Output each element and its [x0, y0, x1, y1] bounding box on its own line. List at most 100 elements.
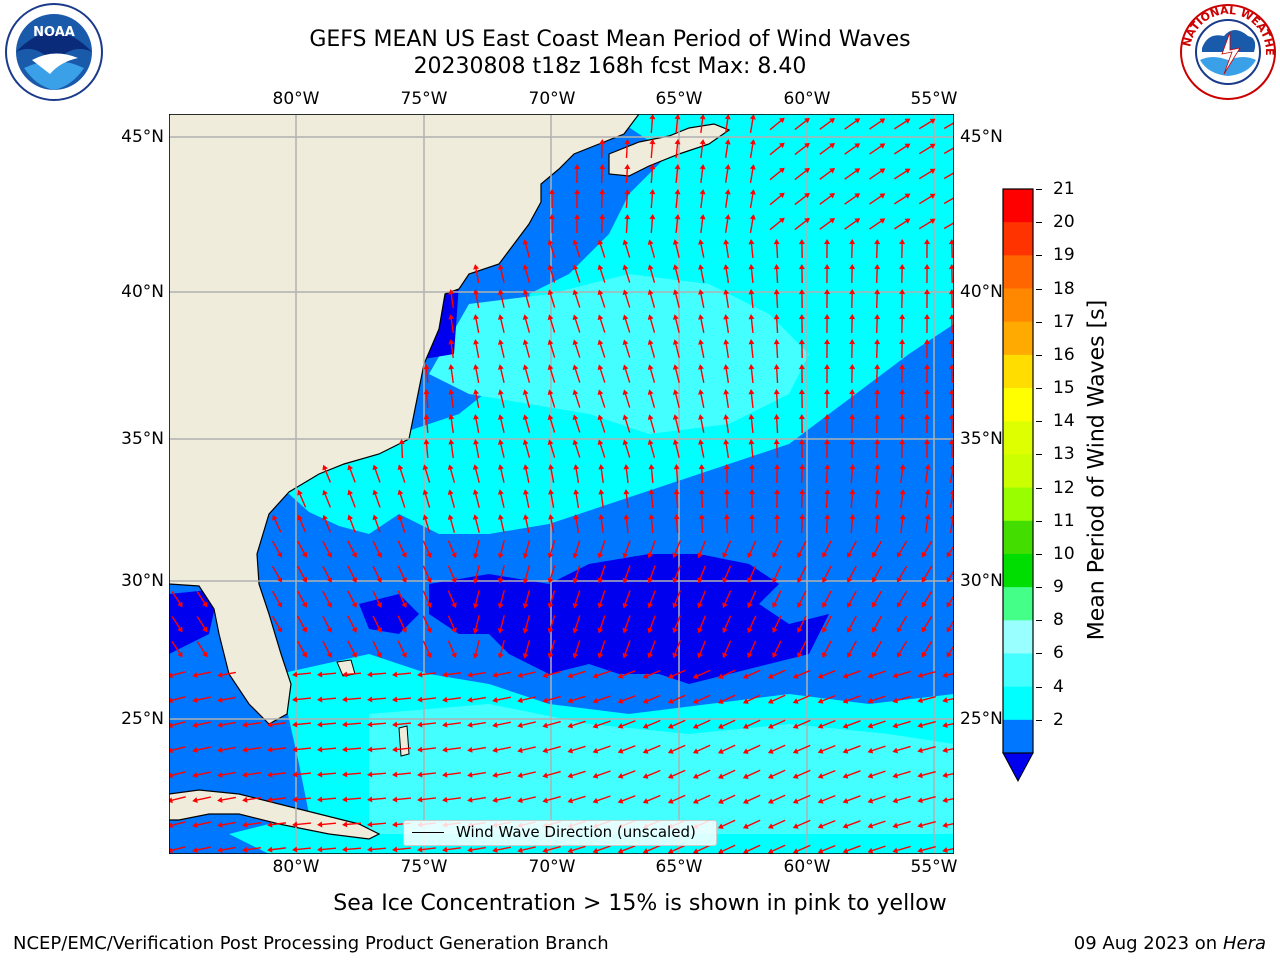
wave-direction-arrow	[217, 721, 236, 728]
wave-direction-arrow	[547, 540, 556, 559]
wave-direction-arrow	[817, 669, 836, 679]
wave-direction-arrow	[497, 489, 505, 508]
wave-direction-arrow	[773, 289, 780, 309]
wave-direction-arrow	[699, 139, 706, 159]
wave-direction-arrow	[196, 641, 208, 658]
wave-direction-arrow	[397, 590, 407, 609]
wave-direction-arrow	[617, 845, 636, 854]
wave-direction-arrow	[648, 464, 655, 484]
wave-direction-arrow	[647, 364, 656, 383]
wave-direction-arrow	[642, 719, 661, 729]
wave-direction-arrow	[949, 489, 954, 508]
wave-direction-arrow	[617, 695, 636, 704]
wave-direction-arrow	[297, 540, 308, 558]
wave-direction-arrow	[943, 194, 954, 205]
wave-direction-arrow	[723, 414, 730, 434]
wave-direction-arrow	[398, 439, 405, 459]
wave-direction-arrow	[723, 239, 730, 259]
wave-direction-arrow	[292, 796, 312, 803]
wave-direction-arrow	[869, 143, 886, 155]
lat-label-left-40n: 40°N	[121, 282, 164, 302]
wave-direction-arrow	[917, 821, 936, 829]
wave-direction-arrow	[899, 389, 906, 409]
wave-direction-arrow	[799, 489, 806, 509]
colorbar-tick-mark	[1036, 686, 1042, 688]
wave-direction-arrow	[392, 696, 412, 703]
wave-direction-arrow	[892, 670, 911, 679]
wave-direction-arrow	[849, 364, 856, 384]
wave-direction-arrow	[623, 464, 630, 484]
wave-direction-arrow	[392, 746, 412, 753]
wave-direction-arrow	[924, 514, 931, 534]
wave-direction-arrow	[874, 439, 881, 459]
wave-direction-arrow	[622, 414, 631, 433]
wave-direction-arrow	[572, 289, 581, 308]
wave-direction-arrow	[648, 514, 655, 534]
wave-direction-arrow	[317, 721, 337, 728]
wave-direction-arrow	[723, 489, 730, 509]
wave-direction-arrow	[367, 721, 387, 728]
wave-direction-arrow	[622, 339, 631, 358]
colorbar-tick-label: 18	[1053, 278, 1075, 299]
wave-direction-arrow	[267, 821, 287, 828]
wave-direction-arrow	[317, 796, 337, 803]
colorbar-cell	[1003, 719, 1033, 754]
wave-direction-arrow	[422, 489, 431, 508]
colorbar-underflow-triangle	[1002, 752, 1034, 783]
lon-label-bottom-65w: 65°W	[655, 857, 703, 877]
wave-direction-arrow	[572, 314, 581, 333]
wave-direction-arrow	[397, 540, 407, 559]
wave-direction-arrow	[617, 745, 636, 754]
wave-direction-arrow	[442, 671, 462, 678]
wave-direction-arrow	[548, 464, 555, 483]
wave-direction-arrow	[292, 671, 312, 678]
wave-direction-arrow	[548, 514, 555, 533]
wave-direction-arrow	[497, 264, 505, 283]
colorbar-tick-label: 19	[1053, 245, 1075, 266]
wave-direction-arrow	[542, 845, 561, 854]
wave-direction-arrow	[522, 565, 531, 584]
wave-direction-arrow	[423, 414, 430, 434]
wave-direction-arrow	[642, 694, 661, 704]
wave-direction-arrow	[442, 771, 462, 778]
wave-direction-arrow	[472, 640, 480, 659]
wave-direction-arrow	[924, 239, 931, 259]
wave-direction-arrow	[622, 590, 631, 609]
wave-direction-arrow	[869, 193, 886, 205]
wave-direction-arrow	[599, 214, 606, 234]
wave-direction-arrow	[942, 671, 954, 679]
wave-direction-arrow	[819, 193, 836, 205]
wave-direction-arrow	[597, 389, 606, 408]
lat-label-right-25n: 25°N	[960, 709, 1003, 729]
wave-direction-arrow	[921, 640, 933, 658]
wave-direction-arrow	[892, 795, 911, 804]
wave-direction-arrow	[673, 514, 680, 534]
wave-direction-arrow	[672, 414, 680, 433]
wave-direction-arrow	[492, 746, 511, 753]
wave-direction-arrow	[442, 846, 462, 853]
colorbar-cell	[1003, 520, 1033, 555]
wave-direction-arrow	[372, 540, 382, 558]
wave-direction-arrow	[846, 590, 857, 608]
wave-direction-arrow	[572, 339, 581, 358]
wave-direction-arrow	[748, 314, 755, 334]
wave-direction-arrow	[819, 118, 836, 130]
wave-direction-arrow	[547, 264, 556, 283]
wave-direction-arrow	[692, 844, 711, 854]
wave-direction-arrow	[497, 464, 505, 483]
colorbar-cell	[1003, 454, 1033, 489]
wave-direction-arrow	[892, 820, 911, 829]
wave-direction-arrow	[842, 670, 861, 679]
wave-direction-arrow	[617, 670, 636, 679]
colorbar-tick-label: 8	[1053, 610, 1064, 631]
colorbar-tick-mark	[1036, 487, 1042, 489]
wave-direction-arrow	[918, 193, 936, 205]
wave-direction-arrow	[196, 591, 208, 608]
wave-direction-arrow	[572, 540, 581, 559]
wave-direction-arrow	[647, 339, 656, 358]
wave-direction-arrow	[597, 439, 606, 458]
wave-direction-arrow	[573, 464, 580, 483]
wave-direction-arrow	[924, 389, 931, 409]
wave-direction-arrow	[467, 671, 486, 678]
wave-direction-arrow	[672, 314, 680, 333]
